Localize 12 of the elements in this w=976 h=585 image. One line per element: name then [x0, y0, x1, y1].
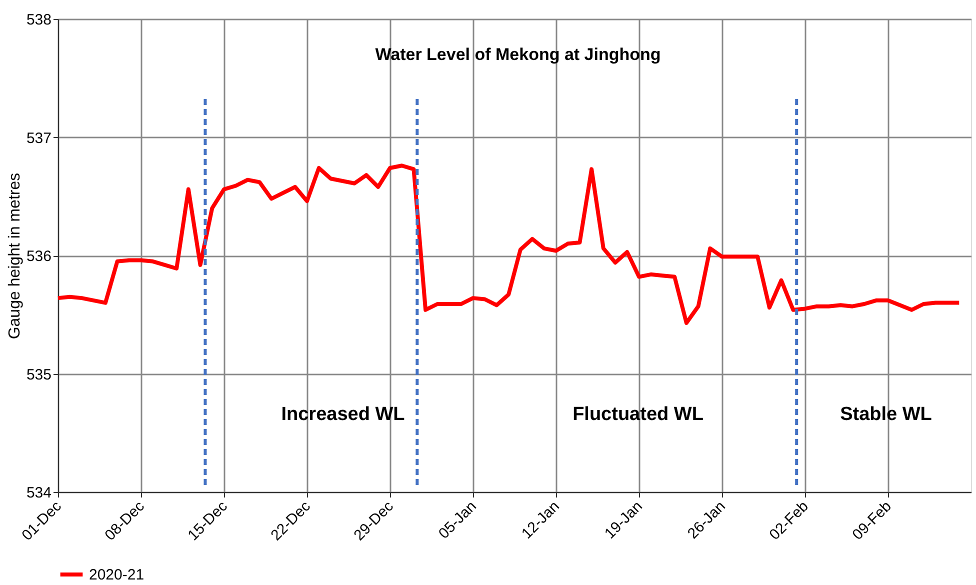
y-tick-label: 537	[26, 130, 52, 147]
y-tick-label: 536	[26, 248, 52, 265]
y-tick-label: 535	[26, 366, 52, 384]
legend-label: 2020-21	[89, 566, 144, 584]
annotation: Stable WL	[840, 404, 932, 425]
text: Water Level of Mekong at Jinghong	[375, 45, 661, 64]
y-tick-label: 534	[26, 484, 52, 502]
line-series	[56, 164, 962, 325]
annotation: Fluctuated WL	[572, 404, 704, 425]
y-axis-title: Gauge height in metres	[6, 172, 24, 340]
y-tick-label: 538	[26, 12, 52, 28]
annotation: Increased WL	[281, 404, 406, 425]
